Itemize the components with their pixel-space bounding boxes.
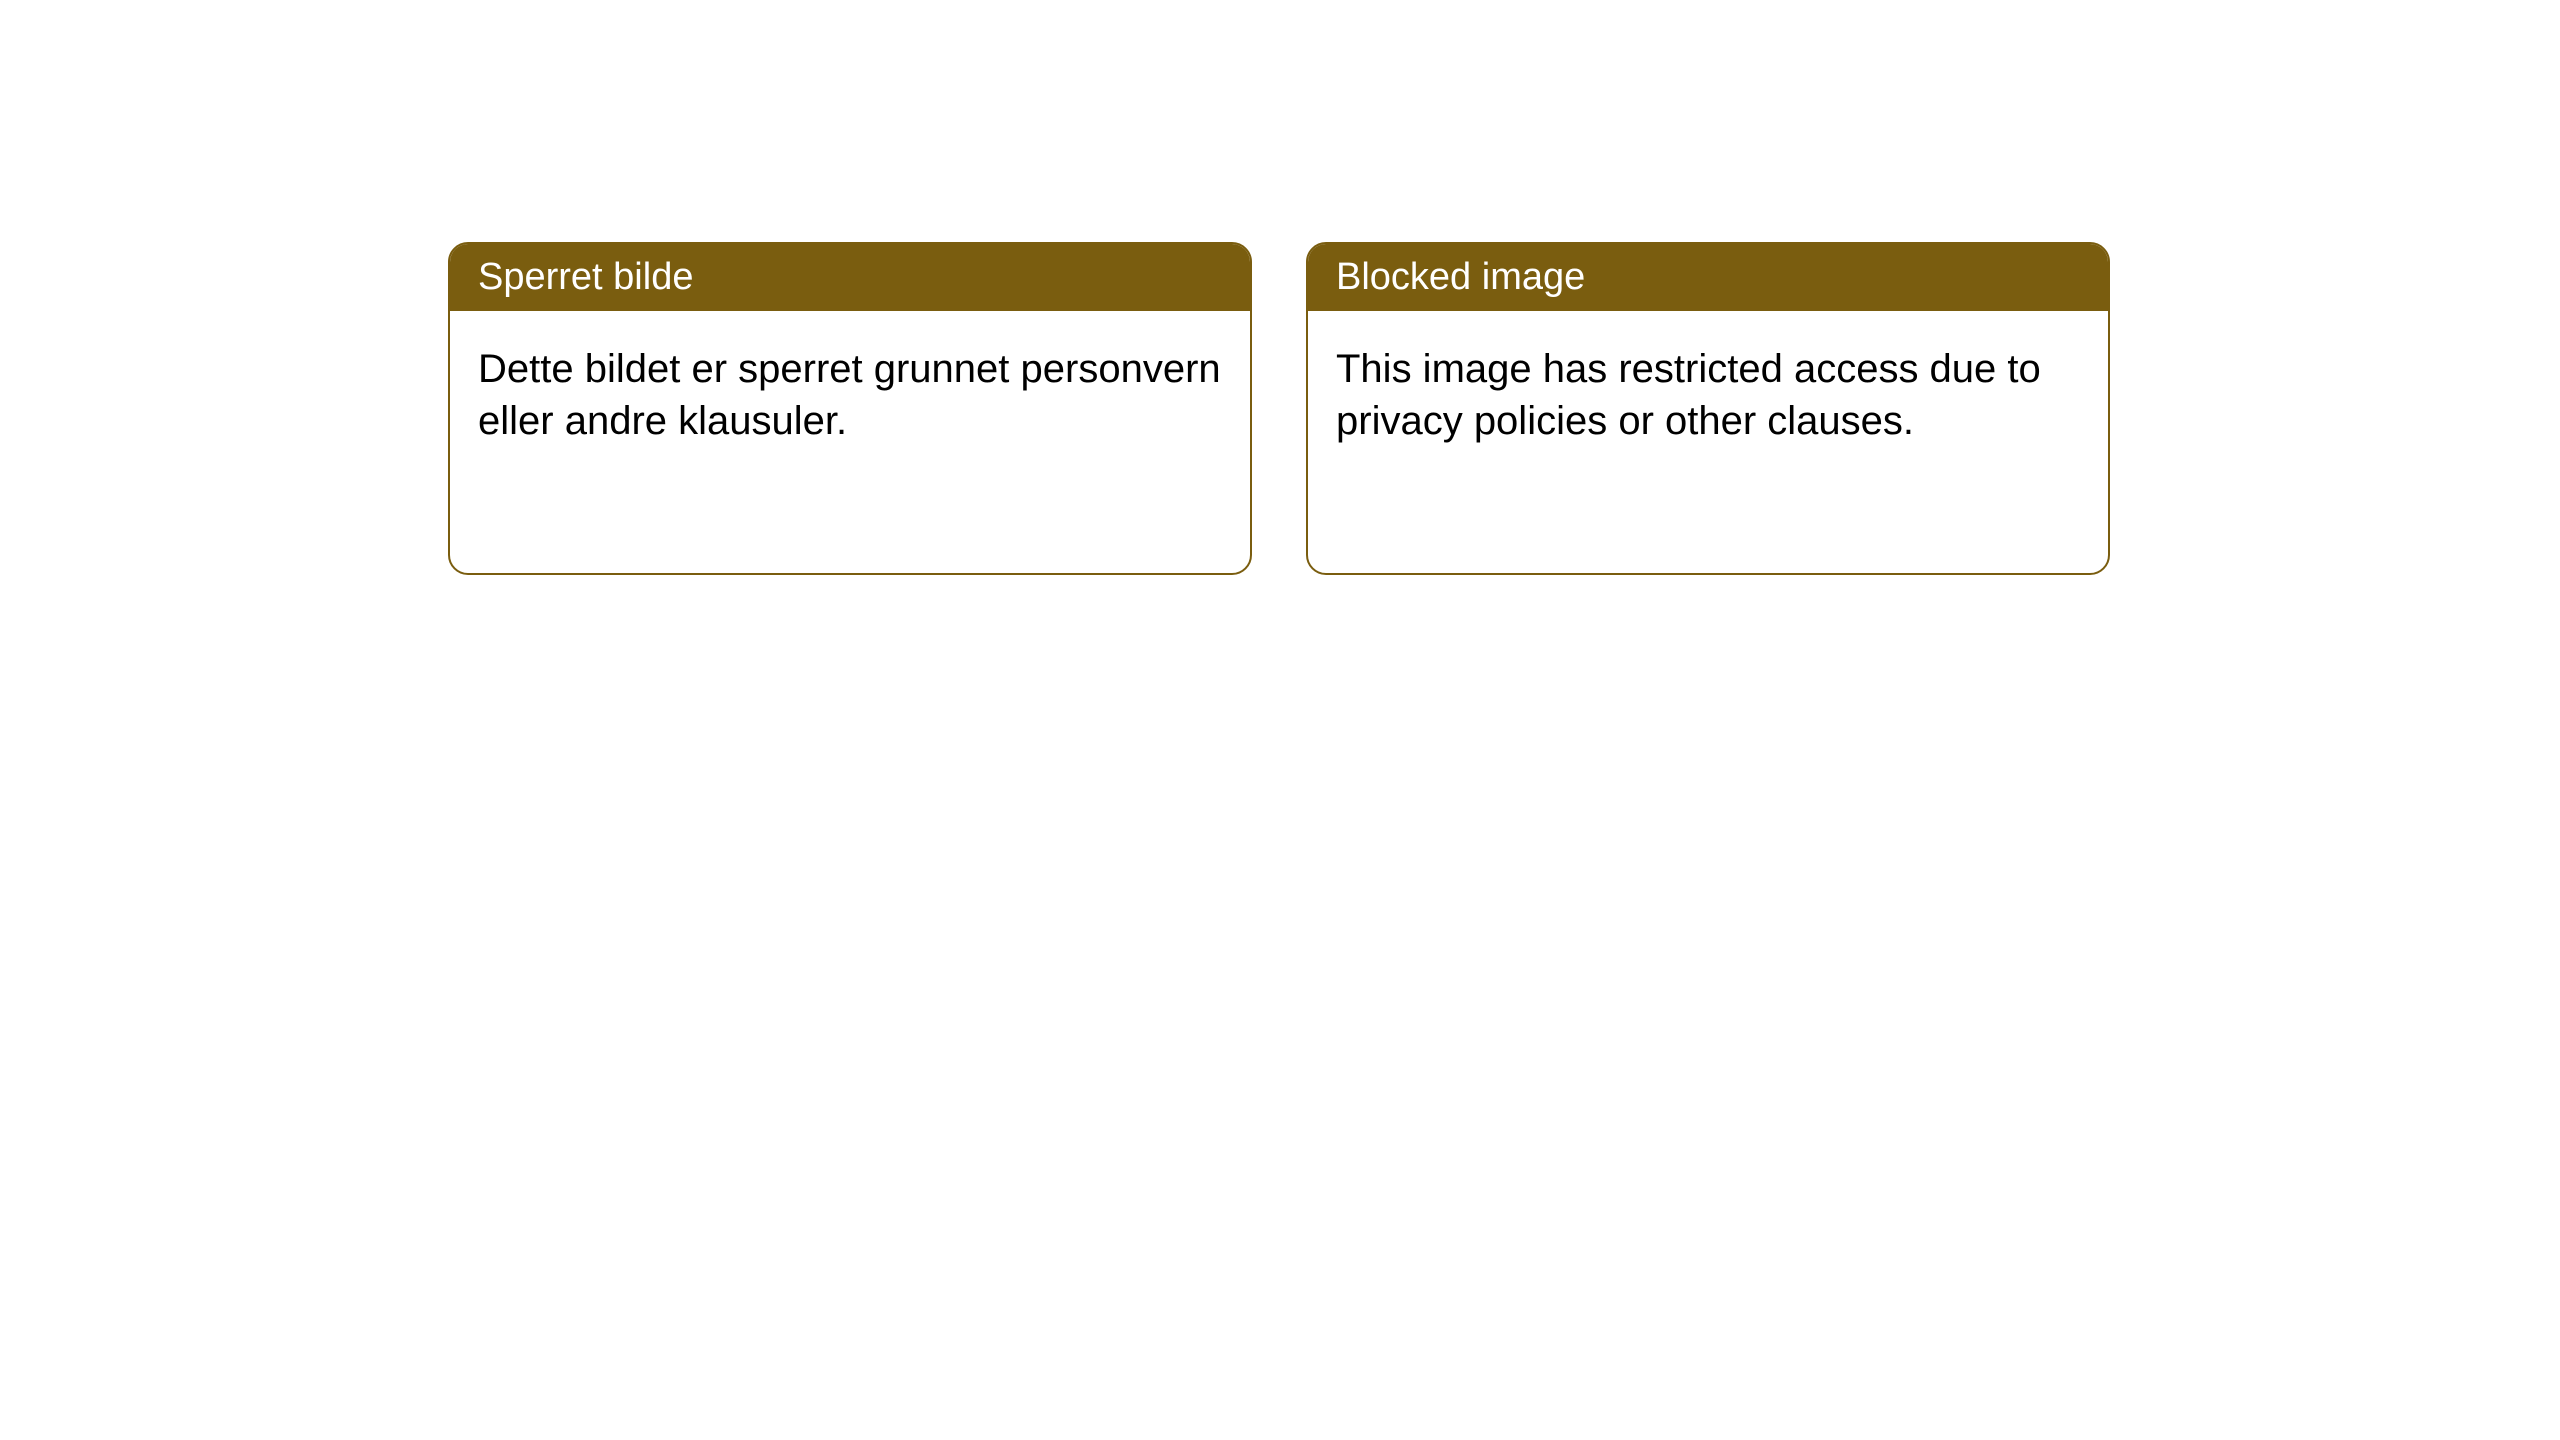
card-body-english: This image has restricted access due to … — [1308, 311, 2108, 479]
card-header-norwegian: Sperret bilde — [450, 244, 1250, 311]
card-header-english: Blocked image — [1308, 244, 2108, 311]
notice-card-norwegian: Sperret bilde Dette bildet er sperret gr… — [448, 242, 1252, 575]
card-message-norwegian: Dette bildet er sperret grunnet personve… — [478, 347, 1221, 443]
card-message-english: This image has restricted access due to … — [1336, 347, 2041, 443]
notice-card-english: Blocked image This image has restricted … — [1306, 242, 2110, 575]
card-title-norwegian: Sperret bilde — [478, 256, 693, 298]
notice-cards-container: Sperret bilde Dette bildet er sperret gr… — [448, 242, 2110, 575]
card-body-norwegian: Dette bildet er sperret grunnet personve… — [450, 311, 1250, 479]
card-title-english: Blocked image — [1336, 256, 1585, 298]
